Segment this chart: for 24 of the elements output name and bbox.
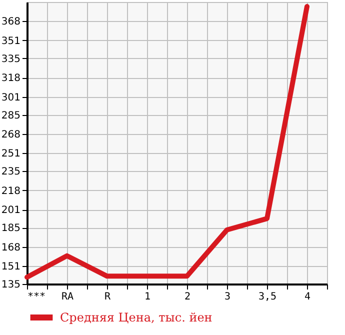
y-tick-label: 168 xyxy=(1,242,20,254)
y-tick-label: 251 xyxy=(1,148,20,160)
y-tick-label: 201 xyxy=(1,205,20,216)
x-tick-label: 1 xyxy=(144,292,151,302)
x-tick-label: R xyxy=(104,292,112,302)
legend-label: Средняя Цена, тыс. йен xyxy=(60,310,212,324)
y-tick-label: 301 xyxy=(1,92,20,104)
y-tick-label: 151 xyxy=(1,261,20,272)
y-tick-label: 235 xyxy=(1,166,20,178)
x-tick-label: 3,5 xyxy=(258,292,277,302)
y-tick-label: 351 xyxy=(1,36,20,47)
y-tick-label: 318 xyxy=(1,73,20,84)
x-tick-label: 4 xyxy=(304,292,311,302)
x-tick-label: *** xyxy=(28,292,46,302)
x-tick-label: RA xyxy=(61,292,74,302)
y-tick-label: 268 xyxy=(1,129,20,140)
y-tick-label: 218 xyxy=(1,186,20,197)
y-tick-label: 285 xyxy=(1,110,20,122)
x-tick-label: 2 xyxy=(184,292,191,302)
x-tick-label: 3 xyxy=(224,292,231,302)
y-tick-label: 335 xyxy=(1,54,20,65)
y-tick-label: 185 xyxy=(1,223,20,234)
y-tick-label: 368 xyxy=(1,16,20,28)
y-tick-label: 135 xyxy=(1,280,20,290)
